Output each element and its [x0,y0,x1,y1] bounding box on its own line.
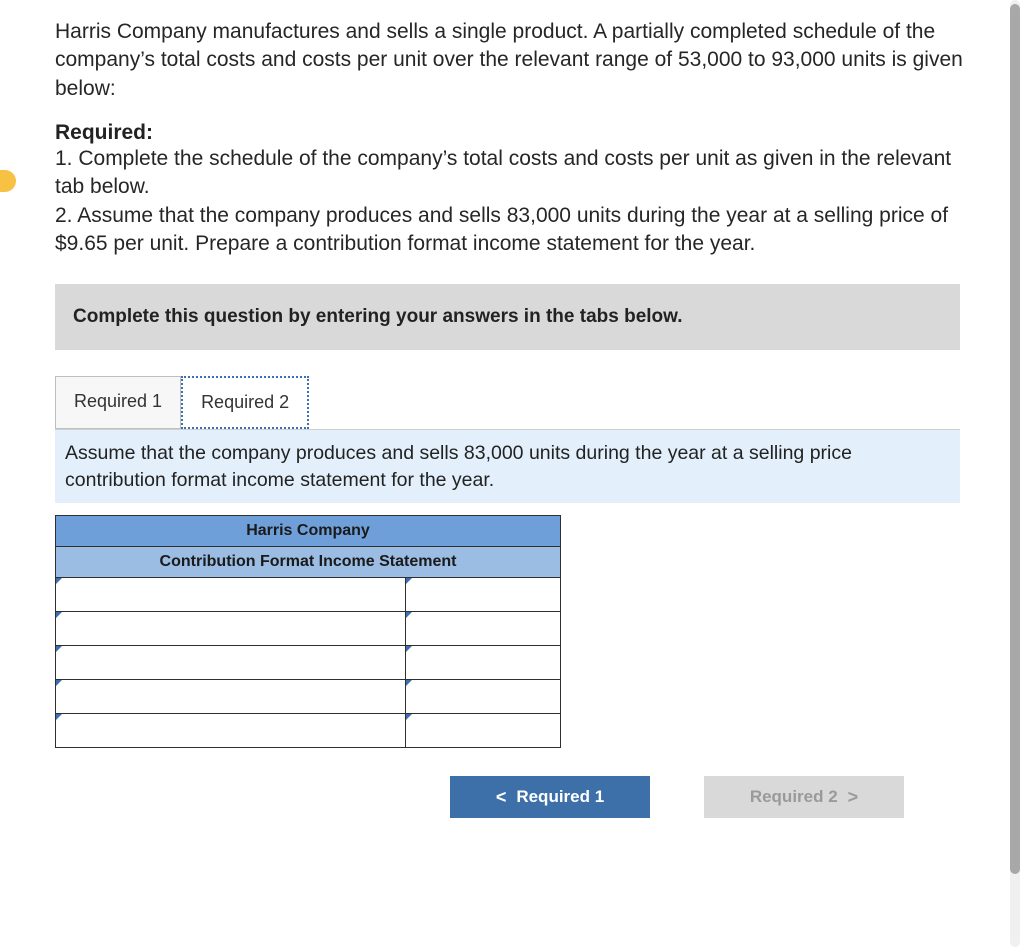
row-label-input[interactable] [56,680,406,714]
tabs-row: Required 1 Required 2 [55,376,960,429]
row-value-input[interactable] [406,612,561,646]
prev-required-button[interactable]: < Required 1 [450,776,650,818]
table-title-2: Contribution Format Income Statement [56,547,561,578]
answer-area: Harris Company Contribution Format Incom… [55,503,960,748]
chevron-left-icon: < [496,787,507,808]
nav-row: < Required 1 Required 2 > [55,776,960,818]
row-label-input[interactable] [56,714,406,748]
instruction-bar: Complete this question by entering your … [55,284,960,350]
question-marker-icon [0,170,16,192]
tab-required-1[interactable]: Required 1 [55,376,181,429]
prev-button-label: Required 1 [516,787,604,807]
dropdown-caret-icon [56,578,62,584]
next-button-label: Required 2 [750,787,838,807]
table-row [56,714,561,748]
page: Harris Company manufactures and sells a … [0,0,1024,947]
row-value-input[interactable] [406,578,561,612]
table-row [56,646,561,680]
scrollbar-thumb[interactable] [1010,4,1020,874]
tab-required-2[interactable]: Required 2 [181,376,309,429]
required-heading: Required: [55,121,985,145]
dropdown-caret-icon [56,680,62,686]
row-value-input[interactable] [406,646,561,680]
dropdown-caret-icon [406,612,412,618]
tab-panel-description: Assume that the company produces and sel… [55,429,960,503]
row-label-input[interactable] [56,578,406,612]
dropdown-caret-icon [56,714,62,720]
question-intro: Harris Company manufactures and sells a … [55,18,985,103]
row-label-input[interactable] [56,646,406,680]
required-item-2: 2. Assume that the company produces and … [55,202,985,259]
question-content: Harris Company manufactures and sells a … [55,18,985,818]
required-item-1: 1. Complete the schedule of the company’… [55,145,985,202]
row-value-input[interactable] [406,680,561,714]
row-value-input[interactable] [406,714,561,748]
dropdown-caret-icon [406,680,412,686]
table-row [56,612,561,646]
table-row [56,578,561,612]
next-required-button: Required 2 > [704,776,904,818]
dropdown-caret-icon [56,612,62,618]
dropdown-caret-icon [406,578,412,584]
row-label-input[interactable] [56,612,406,646]
table-row [56,680,561,714]
income-statement-table: Harris Company Contribution Format Incom… [55,515,561,748]
dropdown-caret-icon [56,646,62,652]
chevron-right-icon: > [848,787,859,808]
dropdown-caret-icon [406,714,412,720]
table-title-1: Harris Company [56,516,561,547]
dropdown-caret-icon [406,646,412,652]
